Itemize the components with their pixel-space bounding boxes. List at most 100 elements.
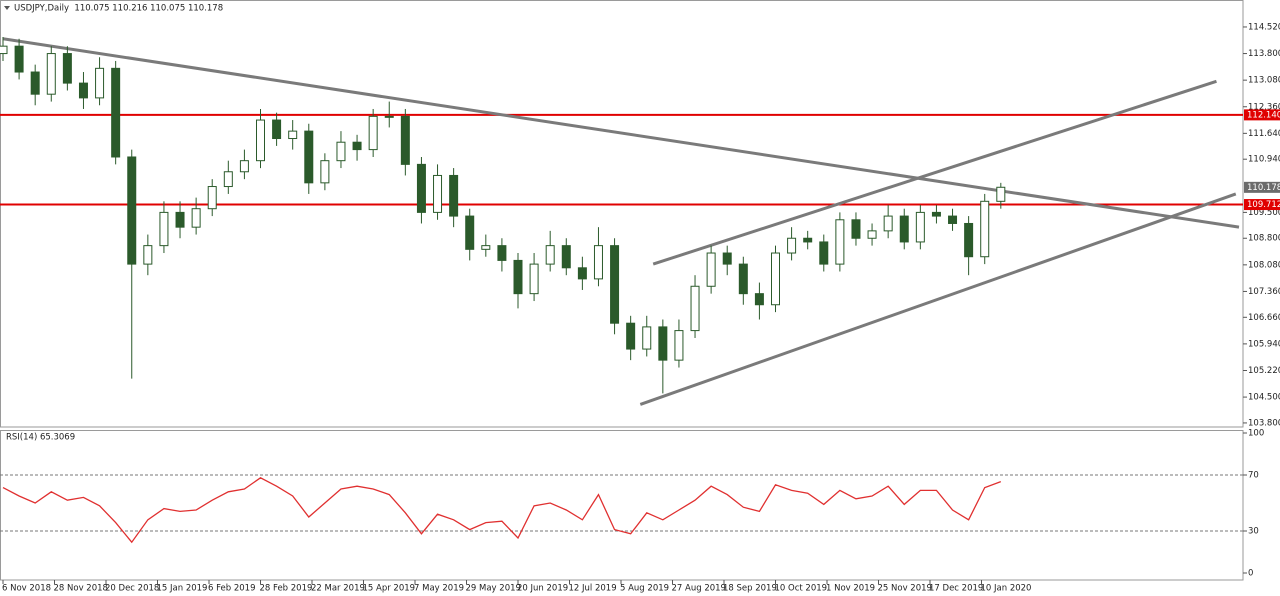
rsi-title: RSI(14) 65.3069 <box>6 433 75 443</box>
candle-body <box>706 252 716 287</box>
x-tick-label: 20 Dec 2018 <box>105 584 159 594</box>
candle-body <box>497 245 507 261</box>
y-tick-label: 106.660 <box>1248 313 1280 323</box>
x-tick-label: 15 Jan 2019 <box>157 584 208 594</box>
candle-body <box>867 230 877 239</box>
candle-body <box>803 237 813 243</box>
candle-body <box>980 200 990 258</box>
x-tick-label: 17 Dec 2019 <box>929 584 983 594</box>
candle-body <box>239 160 249 173</box>
x-tick-label: 28 Feb 2019 <box>260 584 313 594</box>
candle-body <box>722 252 732 265</box>
candle-body <box>416 163 426 213</box>
x-tick-label: 15 Apr 2019 <box>363 584 416 594</box>
candle-body <box>577 267 587 280</box>
candle-body <box>272 119 282 140</box>
candle-body <box>899 215 909 243</box>
candle-body <box>256 119 265 162</box>
candle-body <box>787 237 797 254</box>
price-box <box>1244 199 1280 211</box>
candle-body <box>626 322 636 350</box>
candle-body <box>642 326 652 350</box>
x-tick-label: 28 Nov 2018 <box>54 584 108 594</box>
menu-triangle[interactable] <box>4 6 10 10</box>
candle-body <box>449 174 459 217</box>
price-box <box>1244 109 1280 121</box>
y-tick-label: 110.940 <box>1248 155 1280 165</box>
x-tick-label: 1 Nov 2019 <box>826 584 875 594</box>
trendline <box>2 37 1240 229</box>
y-tick-label: 104.500 <box>1248 393 1280 403</box>
candle-body <box>368 115 378 151</box>
y-tick-label: 109.500 <box>1248 208 1280 218</box>
candle-body <box>159 211 169 247</box>
price-box-label: 109.712 <box>1247 200 1280 210</box>
candle-body <box>127 156 137 265</box>
price-box-label: 110.178 <box>1247 183 1280 193</box>
candle-body <box>78 82 88 99</box>
y-tick-label: 70 <box>1248 471 1259 481</box>
y-tick-label: 105.940 <box>1248 339 1280 349</box>
x-tick-label: 6 Feb 2019 <box>208 584 256 594</box>
candle-body <box>400 115 410 165</box>
candle-body <box>288 130 298 140</box>
candle-body <box>304 130 314 184</box>
y-tick-label: 113.080 <box>1248 76 1280 86</box>
candle-body <box>465 215 475 250</box>
x-tick-label: 27 Aug 2019 <box>672 584 726 594</box>
candle-body <box>593 245 603 280</box>
candle-body <box>851 219 861 239</box>
x-tick-label: 6 Nov 2018 <box>2 584 51 594</box>
trendline <box>639 192 1237 406</box>
y-tick-label: 111.640 <box>1248 129 1280 139</box>
y-tick-label: 105.220 <box>1248 366 1280 376</box>
candle-body <box>545 245 555 265</box>
price-panel <box>0 0 1244 428</box>
x-tick-label: 10 Oct 2019 <box>775 584 828 594</box>
candle-body <box>46 53 56 95</box>
rsi-panel <box>0 430 1244 581</box>
candle-body <box>95 67 105 99</box>
candle-body <box>561 245 571 269</box>
candle-body <box>964 222 974 258</box>
candle-body <box>948 215 958 224</box>
y-tick-label: 30 <box>1248 527 1259 537</box>
candle-body <box>835 219 845 265</box>
candle-body <box>819 241 829 265</box>
candle-body <box>771 252 780 306</box>
candle-body <box>915 211 925 243</box>
candle-body <box>674 330 684 361</box>
price-box <box>1244 181 1280 193</box>
x-tick-label: 20 Jun 2019 <box>517 584 568 594</box>
candle-body <box>931 211 941 217</box>
chart-title: USDJPY,Daily 110.075 110.216 110.075 110… <box>14 4 223 14</box>
candle-body <box>384 115 394 118</box>
x-tick-label: 5 Aug 2019 <box>620 584 669 594</box>
candle-body <box>223 171 233 188</box>
x-tick-label: 25 Nov 2019 <box>878 584 932 594</box>
candle-body <box>320 160 330 184</box>
y-tick-label: 112.360 <box>1248 102 1280 112</box>
candle-body <box>62 53 72 84</box>
candle-body <box>0 45 8 55</box>
x-tick-label: 12 Jul 2019 <box>569 584 617 594</box>
candle-body <box>207 186 217 210</box>
candle-body <box>754 293 764 306</box>
candle-body <box>433 174 443 213</box>
y-tick-label: 108.800 <box>1248 234 1280 244</box>
candle-body <box>883 215 893 232</box>
candle-body <box>690 285 700 332</box>
candle-body <box>143 245 153 265</box>
candle-body <box>14 45 24 73</box>
y-tick-label: 108.080 <box>1248 260 1280 270</box>
candle-body <box>610 245 620 324</box>
candle-body <box>111 67 121 158</box>
x-tick-label: 18 Sep 2019 <box>723 584 777 594</box>
candle-body <box>996 186 1006 202</box>
rsi-line <box>2 477 1002 544</box>
candle-body <box>658 326 668 361</box>
x-tick-label: 29 May 2019 <box>466 584 521 594</box>
candle-body <box>481 245 491 250</box>
candle-body <box>30 71 40 95</box>
